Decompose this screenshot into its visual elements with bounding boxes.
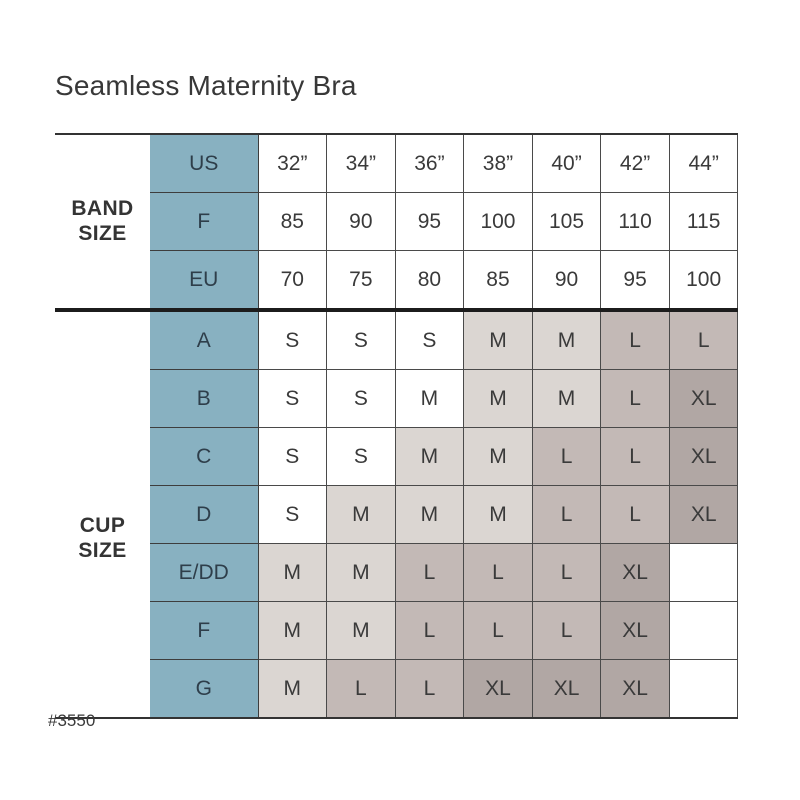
band-row-us: BAND SIZE US 32” 34” 36” 38” 40” 42” 44”: [55, 133, 739, 312]
cup-value-cell: M: [463, 427, 533, 486]
band-row-eu: EU 70 75 80 85 90 95 100: [55, 250, 739, 312]
cup-row-b: B S S M M M L XL: [55, 369, 739, 428]
band-value-cell: 100: [463, 192, 533, 251]
cup-value-cell: S: [326, 309, 396, 370]
cup-value-cell: L: [463, 543, 533, 602]
cup-value-cell: L: [668, 309, 739, 370]
cup-value-cell: L: [600, 309, 670, 370]
cup-row-d: D S M M M L L XL: [55, 485, 739, 544]
band-value-cell: 40”: [531, 133, 602, 193]
cup-row-f: F M M L L L XL: [55, 601, 739, 660]
product-number: #3550: [48, 711, 96, 730]
band-value-cell: 90: [326, 192, 396, 251]
cup-value-cell: S: [257, 427, 328, 486]
cup-value-cell: L: [463, 601, 533, 660]
cup-row-c: C S S M M L L XL: [55, 427, 739, 486]
cup-value-cell: L: [531, 543, 602, 602]
cup-header-cell: C: [150, 427, 259, 486]
band-value-cell: 90: [531, 250, 602, 312]
cup-value-cell: XL: [600, 659, 670, 719]
cup-row-g: G M L L XL XL XL: [55, 659, 739, 719]
cup-value-cell: L: [600, 427, 670, 486]
cup-size-label: CUP SIZE: [55, 310, 150, 719]
cup-value-cell: M: [326, 601, 396, 660]
band-row-f: F 85 90 95 100 105 110 115: [55, 192, 739, 251]
band-value-cell: 95: [394, 192, 465, 251]
cup-value-cell: [668, 543, 739, 602]
band-value-cell: 100: [668, 250, 739, 312]
cup-value-cell: M: [531, 369, 602, 428]
cup-value-cell: XL: [668, 369, 739, 428]
cup-value-cell: M: [463, 309, 533, 370]
cup-value-cell: L: [600, 369, 670, 428]
cup-value-cell: M: [463, 485, 533, 544]
cup-row-a: CUP SIZE A S S S M M L L: [55, 309, 739, 719]
band-value-cell: 32”: [257, 133, 328, 193]
cup-value-cell: L: [531, 485, 602, 544]
band-value-cell: 75: [326, 250, 396, 312]
cup-value-cell: [668, 659, 739, 719]
cup-value-cell: L: [394, 659, 465, 719]
band-value-cell: 85: [257, 192, 328, 251]
cup-value-cell: XL: [531, 659, 602, 719]
cup-value-cell: XL: [668, 427, 739, 486]
cup-value-cell: XL: [600, 543, 670, 602]
size-chart-table: BAND SIZE US 32” 34” 36” 38” 40” 42” 44” F 85 90 95 10…: [55, 133, 739, 719]
cup-value-cell: S: [326, 369, 396, 428]
cup-value-cell: S: [257, 309, 328, 370]
cup-value-cell: M: [463, 369, 533, 428]
cup-value-cell: M: [394, 369, 465, 428]
band-value-cell: 95: [600, 250, 670, 312]
band-value-cell: 70: [257, 250, 328, 312]
cup-value-cell: S: [257, 485, 328, 544]
band-value-cell: 85: [463, 250, 533, 312]
band-value-cell: 42”: [600, 133, 670, 193]
band-value-cell: 80: [394, 250, 465, 312]
cup-value-cell: M: [394, 485, 465, 544]
cup-value-cell: M: [257, 543, 328, 602]
cup-value-cell: L: [600, 485, 670, 544]
band-header-cell: US: [150, 133, 259, 193]
cup-value-cell: M: [257, 659, 328, 719]
band-value-cell: 115: [668, 192, 739, 251]
cup-value-cell: L: [531, 427, 602, 486]
cup-value-cell: M: [394, 427, 465, 486]
cup-value-cell: M: [257, 601, 328, 660]
cup-value-cell: XL: [600, 601, 670, 660]
page-title: Seamless Maternity Bra: [55, 70, 357, 101]
cup-value-cell: L: [326, 659, 396, 719]
cup-value-cell: M: [326, 485, 396, 544]
band-value-cell: 105: [531, 192, 602, 251]
cup-value-cell: M: [326, 543, 396, 602]
cup-value-cell: XL: [463, 659, 533, 719]
band-value-cell: 34”: [326, 133, 396, 193]
cup-header-cell: B: [150, 369, 259, 428]
cup-header-cell: D: [150, 485, 259, 544]
band-value-cell: 38”: [463, 133, 533, 193]
cup-header-cell: F: [150, 601, 259, 660]
cup-value-cell: XL: [668, 485, 739, 544]
cup-value-cell: S: [326, 427, 396, 486]
cup-value-cell: L: [394, 543, 465, 602]
cup-value-cell: L: [531, 601, 602, 660]
band-value-cell: 36”: [394, 133, 465, 193]
band-header-cell: EU: [150, 250, 259, 312]
cup-header-cell: G: [150, 659, 259, 719]
cup-row-e-dd: E/DD M M L L L XL: [55, 543, 739, 602]
band-header-cell: F: [150, 192, 259, 251]
cup-value-cell: S: [394, 309, 465, 370]
cup-value-cell: L: [394, 601, 465, 660]
band-value-cell: 110: [600, 192, 670, 251]
cup-header-cell: A: [150, 309, 259, 370]
cup-value-cell: [668, 601, 739, 660]
band-value-cell: 44”: [668, 133, 739, 193]
cup-value-cell: S: [257, 369, 328, 428]
band-size-label: BAND SIZE: [55, 133, 150, 312]
cup-value-cell: M: [531, 309, 602, 370]
cup-header-cell: E/DD: [150, 543, 259, 602]
